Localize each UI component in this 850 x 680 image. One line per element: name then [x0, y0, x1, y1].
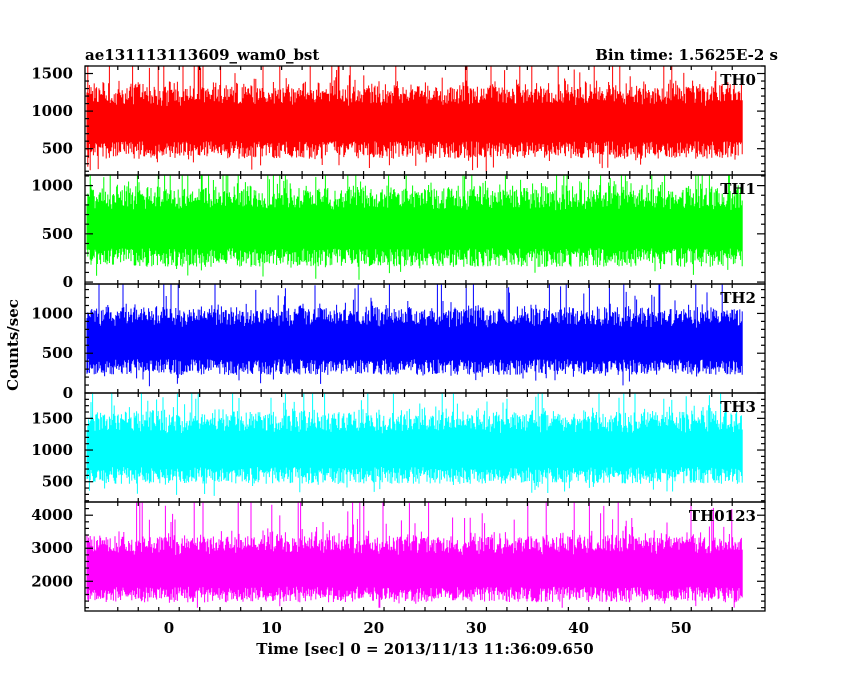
x-tick-label: 30 [466, 619, 487, 637]
y-tick-label: 1000 [31, 441, 73, 459]
x-tick-label: 40 [568, 619, 589, 637]
y-tick-label: 1500 [31, 65, 73, 83]
series-th1 [86, 175, 743, 280]
y-tick-label: 0 [63, 384, 73, 402]
series-th3 [86, 393, 743, 496]
panel-label-th0123: TH0123 [689, 507, 756, 525]
panel-label-th2: TH2 [720, 289, 756, 307]
y-tick-label: 3000 [31, 539, 73, 557]
chart-title-left: ae131113113609_wam0_bst [85, 46, 319, 64]
panel-label-th0: TH0 [720, 71, 756, 89]
y-tick-label: 1000 [31, 304, 73, 322]
series-th0 [86, 66, 743, 172]
y-tick-label: 2000 [31, 572, 73, 590]
panel-label-th3: TH3 [720, 398, 756, 416]
y-tick-label: 0 [63, 273, 73, 291]
panel-th3: 500 1000 1500 TH3 [31, 392, 766, 503]
y-tick-label: 500 [42, 473, 73, 491]
y-tick-label: 1000 [31, 177, 73, 195]
panel-th0: 500 1000 1500 TH0 [31, 65, 766, 176]
x-tick-label: 50 [671, 619, 692, 637]
x-axis-label: Time [sec] 0 = 2013/11/13 11:36:09.650 [256, 640, 593, 658]
series-th2 [86, 284, 743, 387]
y-tick-label: 1500 [31, 409, 73, 427]
panel-th2: 0 500 1000 TH2 [31, 283, 766, 402]
series-th0123 [86, 502, 743, 608]
y-tick-label: 500 [42, 225, 73, 243]
y-tick-label: 500 [42, 140, 73, 158]
x-axis: 0 10 20 30 40 50 [164, 619, 692, 637]
y-tick-label: 500 [42, 344, 73, 362]
panel-label-th1: TH1 [720, 180, 756, 198]
panels-group: 500 1000 1500 TH0 0 500 1000 TH1 0 500 1000 TH2 500 1… [31, 65, 766, 612]
panel-th0123: 2000 3000 4000 TH0123 [31, 501, 766, 612]
y-axis-label: Counts/sec [4, 299, 22, 391]
x-tick-label: 10 [261, 619, 282, 637]
panel-th1: 0 500 1000 TH1 [31, 174, 766, 291]
x-tick-label: 20 [363, 619, 384, 637]
chart-title-right: Bin time: 1.5625E-2 s [595, 46, 778, 64]
y-tick-label: 1000 [31, 102, 73, 120]
x-tick-label: 0 [164, 619, 174, 637]
y-tick-label: 4000 [31, 506, 73, 524]
